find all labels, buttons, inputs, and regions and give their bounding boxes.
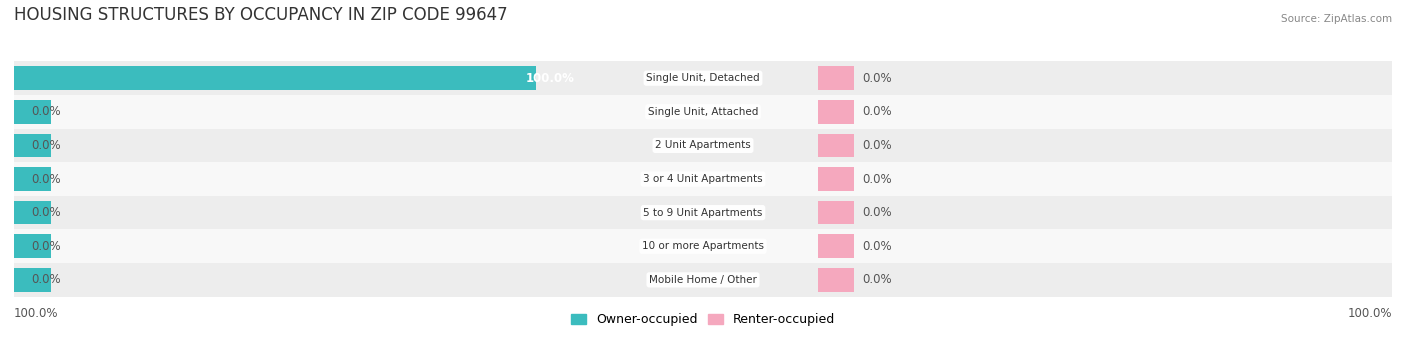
Text: 0.0%: 0.0% xyxy=(31,206,60,219)
Bar xyxy=(588,263,818,297)
Bar xyxy=(14,167,51,191)
Bar xyxy=(588,61,818,95)
Text: 0.0%: 0.0% xyxy=(31,139,60,152)
Bar xyxy=(818,196,1392,229)
Bar xyxy=(818,167,855,191)
Text: 100.0%: 100.0% xyxy=(1347,307,1392,320)
Text: 10 or more Apartments: 10 or more Apartments xyxy=(643,241,763,251)
Bar xyxy=(14,196,588,229)
Bar xyxy=(14,95,588,129)
Bar xyxy=(818,162,1392,196)
Bar xyxy=(14,229,588,263)
Text: Source: ZipAtlas.com: Source: ZipAtlas.com xyxy=(1281,14,1392,24)
Text: Single Unit, Attached: Single Unit, Attached xyxy=(648,107,758,117)
Text: 0.0%: 0.0% xyxy=(862,206,891,219)
Bar xyxy=(588,162,818,196)
Text: 0.0%: 0.0% xyxy=(31,173,60,186)
Bar xyxy=(14,61,588,95)
Bar xyxy=(14,201,51,224)
Bar xyxy=(818,95,1392,129)
Bar xyxy=(14,235,51,258)
Bar xyxy=(818,268,855,292)
Text: 0.0%: 0.0% xyxy=(862,273,891,286)
Bar xyxy=(818,134,855,157)
Bar xyxy=(14,66,536,90)
Text: 0.0%: 0.0% xyxy=(31,240,60,253)
Bar xyxy=(14,129,588,162)
Text: 0.0%: 0.0% xyxy=(862,72,891,85)
Bar xyxy=(14,263,588,297)
Bar xyxy=(818,229,1392,263)
Text: 3 or 4 Unit Apartments: 3 or 4 Unit Apartments xyxy=(643,174,763,184)
Text: 5 to 9 Unit Apartments: 5 to 9 Unit Apartments xyxy=(644,208,762,218)
Text: 0.0%: 0.0% xyxy=(862,139,891,152)
Bar xyxy=(14,134,51,157)
Bar xyxy=(14,100,51,123)
Bar xyxy=(588,129,818,162)
Text: Single Unit, Detached: Single Unit, Detached xyxy=(647,73,759,83)
Bar xyxy=(588,95,818,129)
Text: 0.0%: 0.0% xyxy=(31,273,60,286)
Bar xyxy=(588,196,818,229)
Text: 100.0%: 100.0% xyxy=(14,307,59,320)
Bar xyxy=(818,235,855,258)
Text: 100.0%: 100.0% xyxy=(526,72,575,85)
Legend: Owner-occupied, Renter-occupied: Owner-occupied, Renter-occupied xyxy=(567,308,839,331)
Text: 0.0%: 0.0% xyxy=(862,240,891,253)
Bar xyxy=(818,263,1392,297)
Bar xyxy=(818,129,1392,162)
Bar xyxy=(14,268,51,292)
Text: 0.0%: 0.0% xyxy=(31,105,60,118)
Text: HOUSING STRUCTURES BY OCCUPANCY IN ZIP CODE 99647: HOUSING STRUCTURES BY OCCUPANCY IN ZIP C… xyxy=(14,6,508,24)
Bar xyxy=(14,162,588,196)
Text: 0.0%: 0.0% xyxy=(862,173,891,186)
Bar xyxy=(818,100,855,123)
Bar xyxy=(818,201,855,224)
Bar xyxy=(818,61,1392,95)
Bar xyxy=(588,229,818,263)
Text: Mobile Home / Other: Mobile Home / Other xyxy=(650,275,756,285)
Text: 0.0%: 0.0% xyxy=(862,105,891,118)
Text: 2 Unit Apartments: 2 Unit Apartments xyxy=(655,140,751,150)
Bar xyxy=(818,66,855,90)
